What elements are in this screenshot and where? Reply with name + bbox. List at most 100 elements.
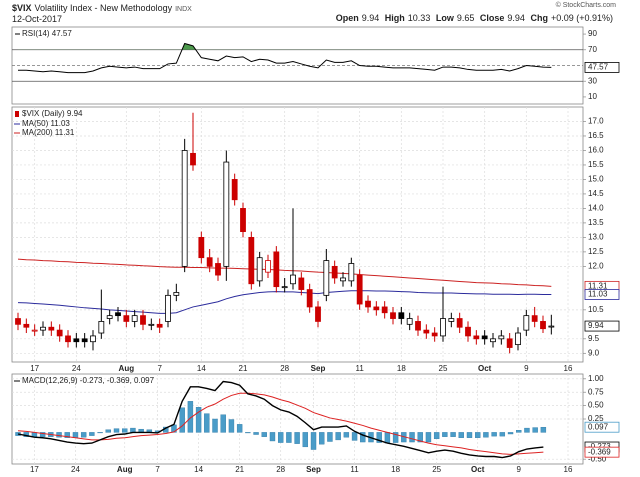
candle-body [481,335,488,340]
security-name: Volatility Index - New Methodology [34,3,173,13]
histogram-bar [261,432,267,437]
value-tag-label: 0.097 [588,422,609,431]
candle-body [306,289,313,308]
histogram-bar [236,424,243,433]
legend-swatch [15,111,19,117]
histogram-bar [491,432,497,437]
histogram-bar [286,432,292,443]
histogram-bar [335,432,341,441]
candle-body [131,315,138,322]
quote-label: Low [435,13,454,23]
candle-body [498,335,505,340]
value-tag-label: 9.94 [588,321,604,330]
legend-label: $VIX (Daily) 9.94 [22,109,83,118]
y-tick-label: 30 [588,76,597,85]
candle-body [115,312,121,317]
candle-body [256,257,263,282]
histogram-bar [425,432,432,443]
x-tick-label: 28 [276,465,285,474]
candle-body [156,323,163,328]
x-tick-label: 7 [155,465,160,474]
histogram-bar [417,432,423,443]
candle-body [31,329,38,332]
y-tick-label: -0.50 [588,454,607,463]
title-row: $VIX Volatility Index - New Methodology IN… [12,3,195,13]
value-tag-label: -0.369 [588,447,611,456]
value-tag [584,446,620,458]
panel-title: MACD(12,26,9) -0.273, -0.369, 0.097 [22,376,155,385]
candle-body [515,332,521,346]
candle-body [415,321,421,331]
panel [11,106,584,363]
candle-body [465,326,471,337]
histogram-bar [319,432,325,445]
histogram-bar [179,407,185,433]
candle-body [473,335,480,340]
candle-body [331,265,338,279]
quote-value: 9.94 [361,13,380,23]
x-tick-label: 11 [350,465,359,474]
x-tick-label: 21 [239,364,248,373]
histogram-bar [483,432,489,438]
candle-body [340,277,346,282]
candle-body [15,318,21,325]
value-tag [584,289,620,300]
x-tick-label: 14 [194,465,203,474]
value-tag-label: 47.57 [588,63,609,72]
histogram-bar [195,407,202,433]
x-tick-label: Sep [306,465,321,474]
y-tick-label: 15.0 [588,175,604,184]
y-tick-label: 90 [588,29,597,38]
candle-body [198,236,205,259]
y-tick-label: 13.5 [588,218,604,227]
x-tick-label: 17 [30,465,39,474]
histogram-bar [540,426,547,433]
y-tick-label: 0.50 [588,401,604,410]
candle-body [106,315,113,319]
y-tick-label: 16.0 [588,146,604,155]
y-tick-label: 10.5 [588,305,604,314]
quote-label: Open [335,13,359,23]
histogram-bar [376,432,382,443]
y-tick-label: 70 [588,45,597,54]
histogram-bar [105,429,111,433]
candle-body [373,306,380,311]
x-tick-label: 16 [564,364,573,373]
x-tick-label: 18 [397,364,406,373]
value-tag [584,421,620,433]
x-tick-label: 28 [280,364,289,373]
x-tick-label: Aug [117,465,133,474]
candle-body [165,294,171,322]
histogram-bar [245,432,251,434]
candle-body [290,274,296,285]
y-tick-label: 12.0 [588,261,604,270]
histogram-bar [507,432,514,435]
x-tick-label: 17 [30,364,39,373]
panel-title: RSI(14) 47.57 [22,29,72,38]
histogram-bar [532,427,538,433]
candle-body [206,257,213,267]
quote-value: 9.94 [507,13,525,23]
candle-body [406,318,413,325]
histogram-bar [351,432,358,441]
candle-body [65,335,71,343]
histogram-bar [360,432,366,443]
candle-body [73,338,80,343]
histogram-bar [72,432,79,438]
histogram-bar [64,432,70,438]
quote-label: Chg [530,13,548,23]
candle-body [456,318,463,328]
x-tick-label: 14 [197,364,206,373]
x-tick-label: 25 [432,465,441,474]
histogram-bar [310,432,317,450]
histogram-bar [212,418,218,433]
symbol: $VIX [12,3,32,13]
x-tick-label: 16 [564,465,573,474]
candle-body [523,315,530,331]
x-tick-label: 11 [356,364,365,373]
candle-body [181,150,188,267]
histogram-bar [466,432,473,438]
signal-line [17,392,544,455]
candle-body [231,179,238,201]
candle-body [173,292,180,296]
